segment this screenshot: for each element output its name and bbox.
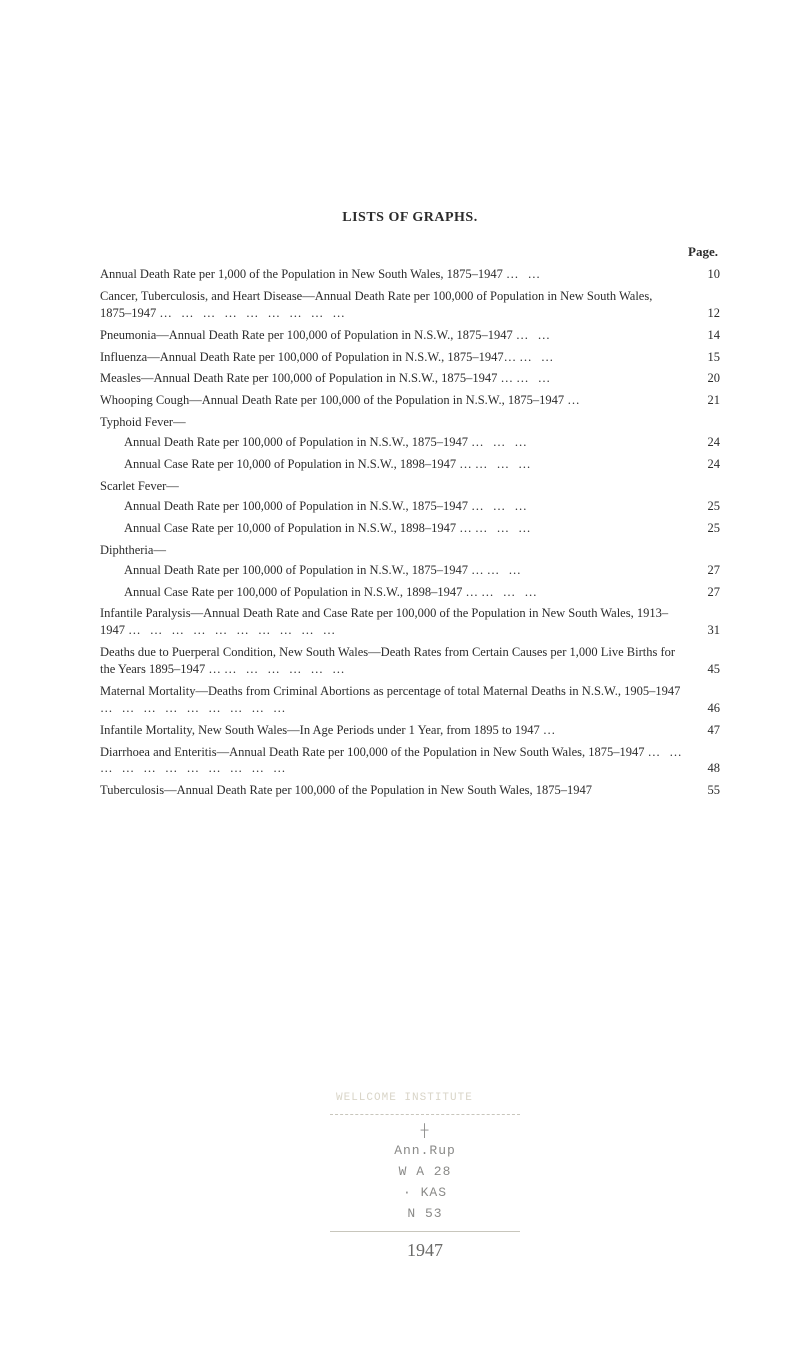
stamp-line-1: Ann.Rup xyxy=(334,1141,516,1162)
leader-dots: … … xyxy=(516,371,553,385)
leader-dots: … … … xyxy=(481,585,540,599)
toc-entry: Infantile Paralysis—Annual Death Rate an… xyxy=(100,605,720,639)
toc-entry-text: Infantile Paralysis—Annual Death Rate an… xyxy=(100,605,692,639)
toc-entry-text: Tuberculosis—Annual Death Rate per 100,0… xyxy=(100,782,692,799)
toc-entry-page: 47 xyxy=(692,722,720,739)
leader-dots: … … … xyxy=(471,499,530,513)
leader-dots: … … … xyxy=(475,457,534,471)
toc-entry: Pneumonia—Annual Death Rate per 100,000 … xyxy=(100,327,720,344)
page-column-header: Page. xyxy=(100,244,720,260)
toc-entry-text: Cancer, Tuberculosis, and Heart Disease—… xyxy=(100,288,692,322)
toc-entry-text: Pneumonia—Annual Death Rate per 100,000 … xyxy=(100,327,692,344)
leader-dots: … … … xyxy=(475,521,534,535)
toc-entry-page: 10 xyxy=(692,266,720,283)
toc-entry-page: 21 xyxy=(692,392,720,409)
toc-entry: Tuberculosis—Annual Death Rate per 100,0… xyxy=(100,782,720,799)
stamp-line-3: · KAS xyxy=(334,1183,516,1204)
subhead: Typhoid Fever— xyxy=(100,415,720,430)
toc-entry: Infantile Mortality, New South Wales—In … xyxy=(100,722,720,739)
toc-entry-page: 12 xyxy=(692,305,720,322)
stamp-year: 1947 xyxy=(330,1236,520,1265)
stamp-line-0: ┼ xyxy=(334,1121,516,1142)
toc-entry: Diarrhoea and Enteritis—Annual Death Rat… xyxy=(100,744,720,778)
toc-entry-text: Deaths due to Puerperal Condition, New S… xyxy=(100,644,692,678)
toc-entry: Annual Case Rate per 10,000 of Populatio… xyxy=(100,456,720,473)
leader-dots: … … … … … … … … … … … xyxy=(100,745,685,776)
leader-dots: … … xyxy=(506,267,543,281)
toc-entry-page: 25 xyxy=(692,520,720,537)
leader-dots: … … xyxy=(487,563,524,577)
toc-entry: Cancer, Tuberculosis, and Heart Disease—… xyxy=(100,288,720,322)
toc-entry-text: Annual Death Rate per 100,000 of Populat… xyxy=(100,562,692,579)
toc-entry-page: 31 xyxy=(692,622,720,639)
toc-entry-page: 14 xyxy=(692,327,720,344)
list-title: LISTS OF GRAPHS. xyxy=(100,210,720,226)
stamp-line-4: N 53 xyxy=(334,1204,516,1225)
toc-entry-text: Measles—Annual Death Rate per 100,000 of… xyxy=(100,370,692,387)
leader-dots: … … … … … … … … … … xyxy=(128,623,338,637)
toc-entry: Measles—Annual Death Rate per 100,000 of… xyxy=(100,370,720,387)
leader-dots: … … xyxy=(519,350,556,364)
toc-entry-text: Infantile Mortality, New South Wales—In … xyxy=(100,722,692,739)
toc-entry: Whooping Cough—Annual Death Rate per 100… xyxy=(100,392,720,409)
toc-entry: Deaths due to Puerperal Condition, New S… xyxy=(100,644,720,678)
library-stamp: WELLCOME INSTITUTE ┼ Ann.Rup W A 28 · KA… xyxy=(330,1090,520,1264)
toc-entry-text: Annual Death Rate per 1,000 of the Popul… xyxy=(100,266,692,283)
toc-entry-page: 46 xyxy=(692,700,720,717)
toc-entry-page: 24 xyxy=(692,456,720,473)
toc-entry: Influenza—Annual Death Rate per 100,000 … xyxy=(100,349,720,366)
toc-entry-text: Influenza—Annual Death Rate per 100,000 … xyxy=(100,349,692,366)
toc-entry-text: Annual Death Rate per 100,000 of Populat… xyxy=(100,498,692,515)
toc-entry-page: 45 xyxy=(692,661,720,678)
toc-entry-page: 27 xyxy=(692,584,720,601)
leader-dots: … … xyxy=(516,328,553,342)
toc-entry: Annual Case Rate per 100,000 of Populati… xyxy=(100,584,720,601)
subhead: Scarlet Fever— xyxy=(100,479,720,494)
toc-entry-text: Annual Case Rate per 10,000 of Populatio… xyxy=(100,456,692,473)
toc-entry-text: Annual Death Rate per 100,000 of Populat… xyxy=(100,434,692,451)
stamp-wellcome: WELLCOME INSTITUTE xyxy=(330,1090,520,1108)
toc-entry-text: Diarrhoea and Enteritis—Annual Death Rat… xyxy=(100,744,692,778)
toc-entry: Annual Case Rate per 10,000 of Populatio… xyxy=(100,520,720,537)
toc-entry-page: 55 xyxy=(692,782,720,799)
subhead: Diphtheria— xyxy=(100,543,720,558)
toc-entry: Annual Death Rate per 100,000 of Populat… xyxy=(100,434,720,451)
toc-entry-page: 15 xyxy=(692,349,720,366)
toc-entry-page: 25 xyxy=(692,498,720,515)
toc-entry-page: 27 xyxy=(692,562,720,579)
leader-dots: … … … … … … … … … xyxy=(100,701,289,715)
toc-entry-page: 20 xyxy=(692,370,720,387)
entries-list: Annual Death Rate per 1,000 of the Popul… xyxy=(100,266,720,799)
toc-entry: Maternal Mortality—Deaths from Criminal … xyxy=(100,683,720,717)
leader-dots: … … … … … … … … … xyxy=(159,306,348,320)
leader-dots: … … … … … … xyxy=(224,662,348,676)
stamp-box: ┼ Ann.Rup W A 28 · KAS N 53 xyxy=(330,1114,520,1232)
leader-dots: … … … xyxy=(471,435,530,449)
toc-entry-page: 48 xyxy=(692,760,720,777)
toc-entry-text: Whooping Cough—Annual Death Rate per 100… xyxy=(100,392,692,409)
toc-entry: Annual Death Rate per 1,000 of the Popul… xyxy=(100,266,720,283)
stamp-line-2: W A 28 xyxy=(334,1162,516,1183)
toc-entry: Annual Death Rate per 100,000 of Populat… xyxy=(100,562,720,579)
toc-entry-text: Annual Case Rate per 100,000 of Populati… xyxy=(100,584,692,601)
toc-entry-text: Annual Case Rate per 10,000 of Populatio… xyxy=(100,520,692,537)
toc-entry-text: Maternal Mortality—Deaths from Criminal … xyxy=(100,683,692,717)
toc-entry-page: 24 xyxy=(692,434,720,451)
toc-entry: Annual Death Rate per 100,000 of Populat… xyxy=(100,498,720,515)
